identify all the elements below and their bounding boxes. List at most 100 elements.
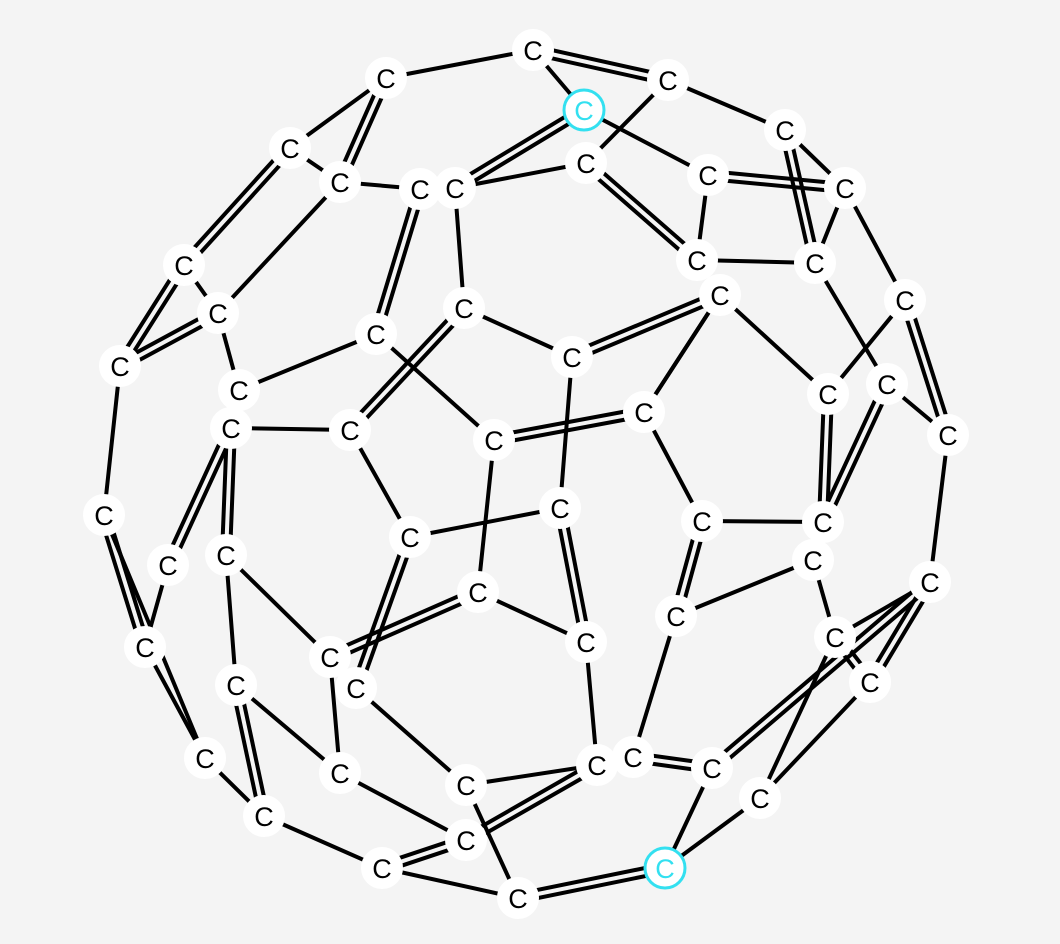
double-bond [899,296,954,439]
atom-label: C [216,541,236,571]
single-bond [380,866,520,900]
single-bond [102,364,122,517]
carbon-atom: C [361,847,403,889]
single-bond [224,553,332,659]
atom-label: C [920,568,940,598]
double-bond [162,424,237,569]
carbon-atom: C [676,239,718,281]
atom-label: C [254,802,274,832]
atom-label: C [860,668,880,698]
atom-label: C [456,826,476,856]
atom-label: C [366,320,386,350]
atom-label: C [94,501,114,531]
single-bond [642,293,722,414]
carbon-atom: C [792,539,834,581]
atom-label: C [523,36,543,66]
carbon-atom: C [623,391,665,433]
atom-label: C [195,744,215,774]
atom-label: C [750,784,770,814]
single-bond [338,771,468,842]
single-bond [234,683,342,775]
carbon-atom: C [319,752,361,794]
carbon-atom: C [539,487,581,529]
single-bond [237,332,378,392]
atom-label: C [445,174,465,204]
atom-label: C [346,674,366,704]
atom-label: C [702,754,722,784]
single-bond [224,553,238,687]
carbon-atom: C [884,279,926,321]
single-bond [631,614,678,759]
atoms-layer: C C C C C C C C C C C C C C C C C C C C C C C C C C C C C C C C C C C C C C C C… [83,29,969,919]
single-bond [558,355,574,510]
atom-label: C [895,286,915,316]
atom-label: C [208,299,228,329]
double-bond [345,303,469,435]
carbon-atom: C [83,494,125,536]
atom-label: C [508,884,528,914]
atom-label: C [666,602,686,632]
double-bond [515,862,668,904]
single-bond [354,686,468,787]
carbon-atom: C [551,336,593,378]
atom-label: C [330,168,350,198]
carbon-atom: C [218,369,260,411]
atom-label: C [376,64,396,94]
carbon-atom: C [565,142,607,184]
single-bond [262,814,384,870]
double-bond [450,104,589,194]
carbon-atom: C [565,621,607,663]
atom-label: C [410,175,430,205]
carbon-atom: C [197,292,239,334]
carbon-atom: C [309,636,351,678]
carbon-atom: C [99,345,141,387]
carbon-atom: C [681,500,723,542]
single-bond [758,680,872,800]
carbon-atom: C [243,795,285,837]
single-bond [216,180,342,315]
carbon-atom: C [824,167,866,209]
atom-label: C [818,380,838,410]
single-bond [453,161,588,190]
carbon-atom: C [205,534,247,576]
double-bond [350,533,416,692]
carbon-atom: C [269,127,311,169]
single-bond [476,438,496,594]
carbon-atom: C [866,363,908,405]
double-bond [230,682,270,819]
carbon-atom: C [647,59,689,101]
carbon-atom: C [687,154,729,196]
atom-label: C [692,507,712,537]
atom-label: C [454,294,474,324]
atom-label: C [658,66,678,96]
atom-label: C [229,376,249,406]
carbon-atom: C [849,661,891,703]
carbon-atom: C [163,244,205,286]
atom-label: C [330,759,350,789]
atom-label: C [174,251,194,281]
double-bond [581,157,702,266]
carbon-atom: C [329,409,371,451]
atom-label: C [574,96,594,126]
carbon-atom: C [434,167,476,209]
single-bond [464,763,599,787]
atom-label: C [280,134,300,164]
carbon-atom: C [443,287,485,329]
atom-label: C [634,398,654,428]
carbon-atom: C [445,764,487,806]
atom-label: C [135,633,155,663]
carbon-atom-highlighted: C [562,88,606,132]
double-bond [370,185,426,338]
carbon-atom: C [124,626,166,668]
atom-label: C [710,281,730,311]
atom-label: C [468,578,488,608]
atom-label: C [805,249,825,279]
carbon-atom-highlighted: C [643,846,687,890]
atom-label: C [587,751,607,781]
atom-label: C [562,343,582,373]
carbon-atom: C [794,242,836,284]
carbon-atom: C [909,561,951,603]
atom-label: C [158,551,178,581]
carbon-atom: C [473,419,515,461]
